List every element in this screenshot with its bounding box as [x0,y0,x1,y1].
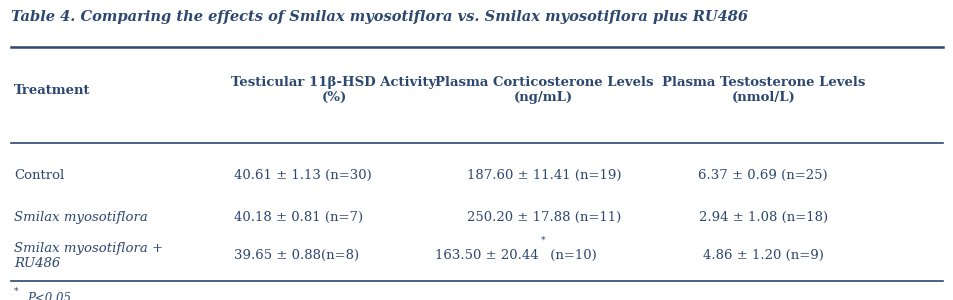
Text: 4.86 ± 1.20 (n=9): 4.86 ± 1.20 (n=9) [702,249,822,262]
Text: *: * [540,236,545,244]
Text: 2.94 ± 1.08 (n=18): 2.94 ± 1.08 (n=18) [698,211,827,224]
Text: 39.65 ± 0.88(n=8): 39.65 ± 0.88(n=8) [233,249,358,262]
Text: Smilax myosotiflora: Smilax myosotiflora [14,211,148,224]
Text: 40.61 ± 1.13 (n=30): 40.61 ± 1.13 (n=30) [233,169,371,182]
Text: Smilax myosotiflora +
RU486: Smilax myosotiflora + RU486 [14,242,163,270]
Text: P<0.05: P<0.05 [27,292,71,300]
Text: 6.37 ± 0.69 (n=25): 6.37 ± 0.69 (n=25) [698,169,827,182]
Text: Treatment: Treatment [14,83,91,97]
Text: Plasma Testosterone Levels
(nmol/L): Plasma Testosterone Levels (nmol/L) [660,76,864,104]
Text: 250.20 ± 17.88 (n=11): 250.20 ± 17.88 (n=11) [466,211,620,224]
Text: 163.50 ± 20.44: 163.50 ± 20.44 [435,249,538,262]
Text: *: * [14,286,19,296]
Text: Testicular 11β-HSD Activity
(%): Testicular 11β-HSD Activity (%) [231,76,436,104]
Text: Table 4. Comparing the effects of Smilax myosotiflora vs. Smilax myosotiflora pl: Table 4. Comparing the effects of Smilax… [11,11,748,25]
Text: Plasma Corticosterone Levels
(ng/mL): Plasma Corticosterone Levels (ng/mL) [434,76,653,104]
Text: 187.60 ± 11.41 (n=19): 187.60 ± 11.41 (n=19) [466,169,620,182]
Text: (n=10): (n=10) [545,249,596,262]
Text: Control: Control [14,169,65,182]
Text: 40.18 ± 0.81 (n=7): 40.18 ± 0.81 (n=7) [233,211,362,224]
